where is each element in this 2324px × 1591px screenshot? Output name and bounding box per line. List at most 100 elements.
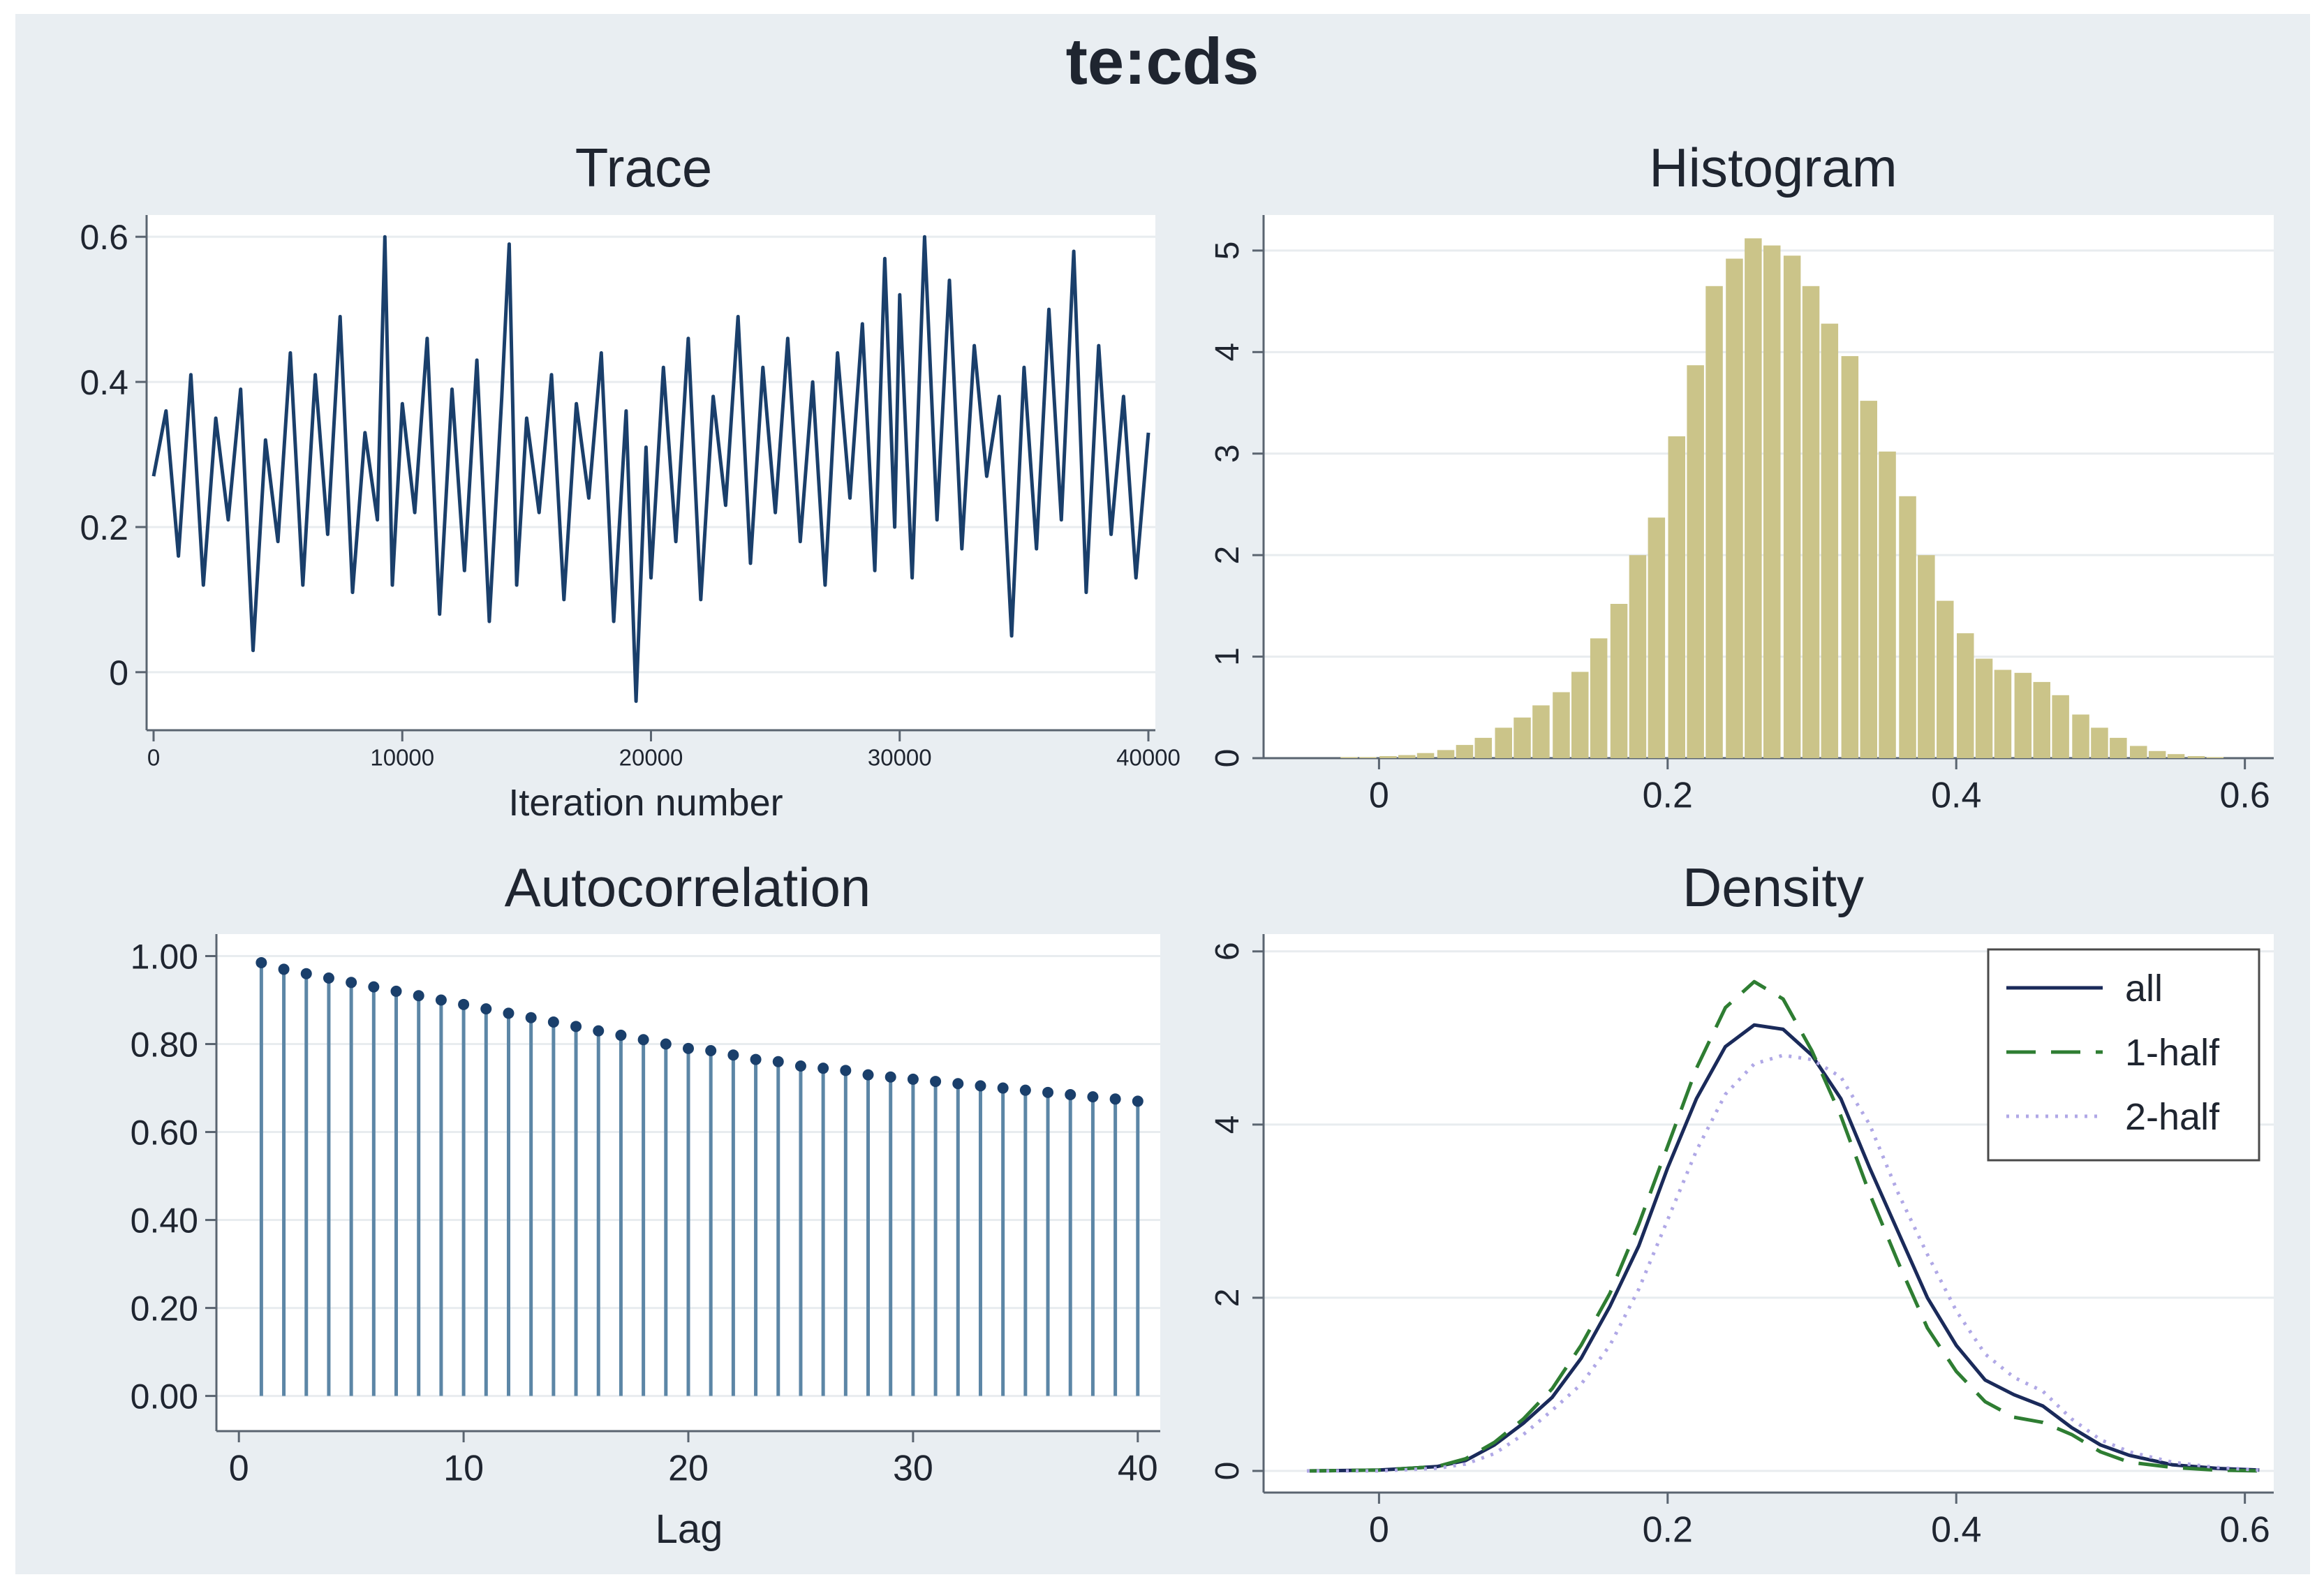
histogram-bar [2167,754,2185,758]
histogram-bar [1821,323,1839,759]
autocorrelation-point [390,985,402,997]
histogram-bar [1705,286,1723,758]
y-tick-label: 0 [1209,1462,1246,1481]
y-tick-label: 0.6 [80,218,128,257]
autocorrelation-point [435,994,447,1006]
histogram-bar [1513,717,1531,758]
autocorrelation-point [615,1029,627,1041]
autocorrelation-point [683,1042,694,1054]
x-tick-label: 10000 [370,745,434,771]
autocorrelation-point [1132,1095,1144,1107]
histogram-bar [1937,600,1954,758]
autocorrelation-point [637,1034,649,1046]
autocorrelation-point [278,963,290,975]
x-tick-label: 0 [1369,1510,1389,1551]
density-title: Density [1682,857,1864,918]
histogram-bar [1571,672,1589,758]
y-tick-label: 0.2 [80,508,128,547]
density-panel: Density 0 2 4 6 0 0.2 0.4 0.6 all 1-half 2-half [1209,857,2274,1551]
figure-title: te:cds [1066,24,1259,98]
x-tick-label: 40 [1118,1449,1158,1489]
y-tick-label: 2 [1209,1289,1246,1308]
density-line-1-half [1306,979,2260,1473]
x-tick-label: 0 [229,1449,249,1489]
autocorrelation-point [1109,1093,1121,1105]
trace-line [151,235,1150,703]
histogram-bar [2033,681,2050,758]
autocorrelation-point [705,1044,717,1056]
histogram-bar [2072,714,2089,758]
histogram-bar [2130,746,2147,758]
autocorrelation-point [862,1069,874,1081]
autocorrelation-point [570,1021,582,1033]
y-tick-label: 0.20 [131,1289,198,1329]
x-tick-label: 20 [668,1449,709,1489]
density-line-all [1306,1023,2260,1473]
histogram-bar [1726,258,1743,758]
autocorrelation-stems [256,956,1144,1396]
trace-x-axis-label: Iteration number [508,782,783,824]
autocorrelation-point [1019,1084,1031,1096]
histogram-bar [1783,256,1801,758]
histogram-bar [2052,695,2069,758]
histogram-bar [1340,757,1358,758]
x-tick-label: 0 [147,745,160,771]
histogram-bar [2187,756,2205,758]
x-tick-label: 30 [893,1449,933,1489]
x-tick-label: 10 [443,1449,484,1489]
y-tick-label: 0.00 [131,1377,198,1416]
x-tick-label: 30000 [868,745,932,771]
histogram-ticks: 0 1 2 3 4 5 0 0.2 0.4 0.6 [1209,242,2270,816]
histogram-bar [1553,692,1570,758]
histogram-bar [2110,737,2127,758]
density-ticks: 0 2 4 6 0 0.2 0.4 0.6 [1209,942,2270,1550]
autocorrelation-point [840,1065,852,1076]
autocorrelation-point [256,956,267,968]
x-tick-label: 40000 [1116,745,1180,771]
legend-box [1987,948,2260,1162]
autocorrelation-point [346,977,357,989]
autocorrelation-point [817,1063,829,1074]
y-tick-label: 4 [1209,1116,1246,1134]
histogram-bar [1590,638,1608,758]
autocorrelation-point [323,972,334,984]
x-tick-label: 20000 [619,745,683,771]
histogram-bar [1416,753,1435,758]
histogram-bar [1687,365,1704,758]
trace-panel: Trace 0 0.2 0.4 0.6 0 10000 20000 30000 40000 It… [80,137,1180,824]
trace-ticks: 0 0.2 0.4 0.6 0 10000 20000 30000 40000 [80,218,1180,770]
trace-title: Trace [575,137,713,198]
y-tick-label: 3 [1209,444,1246,463]
autocorrelation-point [503,1007,515,1019]
histogram-bar [1474,737,1492,758]
x-tick-label: 0.6 [2220,1510,2270,1551]
density-legend: all 1-half 2-half [1987,948,2260,1162]
histogram-bar [1802,286,1820,758]
histogram-bar [1745,238,1762,758]
autocorrelation-point [480,1003,492,1015]
density-lines [1306,979,2260,1473]
x-tick-label: 0.2 [1643,1510,1693,1551]
histogram-bar [2091,727,2108,758]
autocorrelation-point [1065,1088,1076,1100]
legend-label-all: all [2125,968,2163,1009]
histogram-bar [1860,401,1877,758]
y-tick-label: 0.60 [131,1113,198,1153]
autocorrelation-x-axis-label: Lag [656,1507,723,1552]
histogram-bar [1918,555,1935,758]
histogram-bar [1879,451,1896,758]
autocorrelation-point [772,1056,784,1067]
histogram-bar [2206,757,2224,758]
histogram-bar [1668,436,1685,758]
histogram-bar [1456,745,1474,758]
histogram-bar [1495,727,1512,758]
legend-label-1-half: 1-half [2125,1032,2220,1074]
histogram-bar [1610,604,1628,758]
histogram-panel: Histogram 0 1 2 3 4 5 0 0.2 0.4 0.6 [1209,137,2274,816]
autocorrelation-point [368,981,380,993]
y-tick-label: 2 [1209,546,1246,565]
autocorrelation-point [794,1060,806,1072]
histogram-bar [1379,756,1397,758]
autocorrelation-point [1042,1086,1054,1098]
y-tick-label: 0.4 [80,363,128,402]
